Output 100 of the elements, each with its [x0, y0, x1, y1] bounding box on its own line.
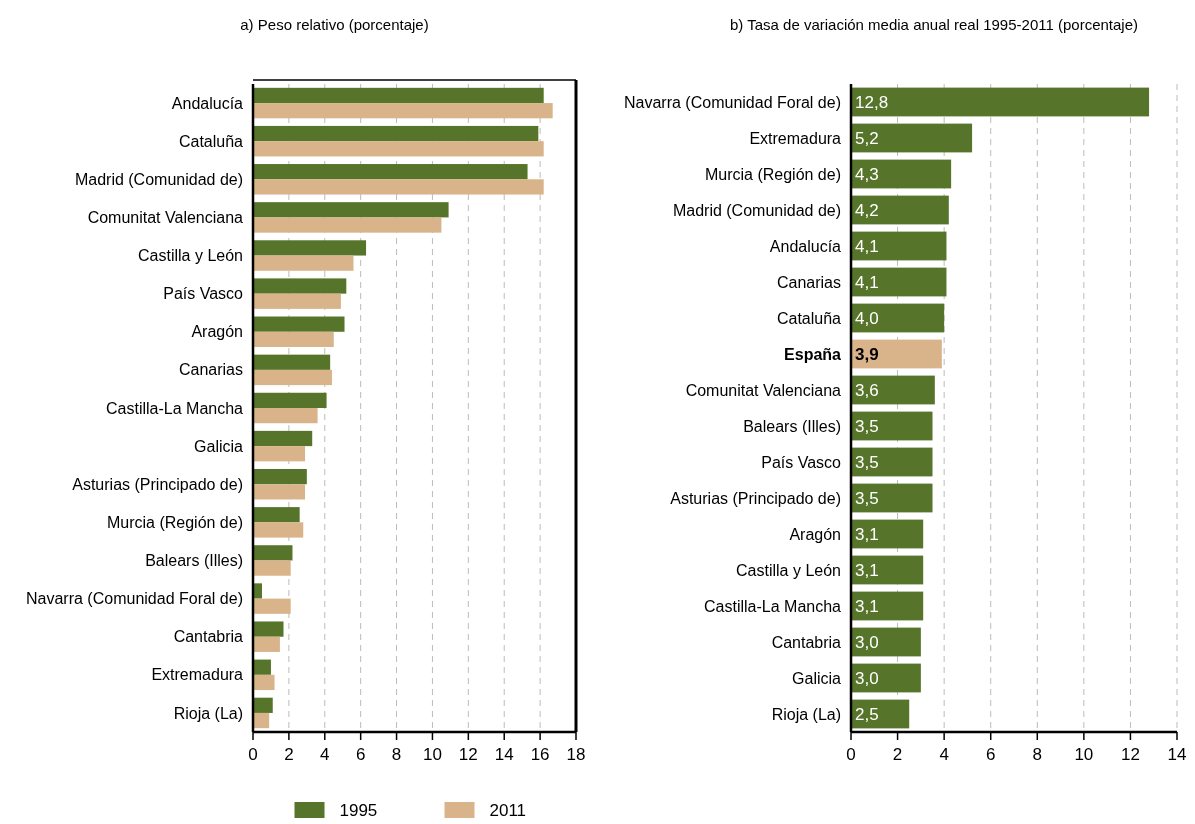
- data-label: 3,0: [855, 632, 879, 652]
- data-label: 2,5: [855, 704, 879, 724]
- bar: [253, 507, 300, 523]
- x-tick-label: 0: [248, 745, 258, 764]
- x-tick-label: 8: [391, 745, 402, 764]
- x-tick-label: 12: [1120, 745, 1140, 764]
- y-tick-label: Extremadura: [151, 666, 244, 684]
- x-tick-label: 6: [985, 745, 996, 764]
- y-tick-label: Galicia: [194, 437, 244, 455]
- x-tick-label: 14: [1167, 745, 1187, 764]
- x-tick-label: 10: [1074, 745, 1094, 764]
- bar: [253, 179, 544, 195]
- bar: [253, 331, 334, 348]
- bar: [253, 255, 354, 271]
- x-tick-label: 2: [284, 745, 294, 764]
- y-tick-label: País Vasco: [761, 453, 842, 471]
- data-label: 4,0: [855, 308, 879, 328]
- y-tick-label: Cataluña: [178, 132, 244, 150]
- data-label: 4,1: [855, 272, 879, 292]
- legend-label: 2011: [489, 800, 527, 820]
- bar: [253, 293, 341, 309]
- y-tick-label: Cantabria: [771, 633, 842, 651]
- bar: [851, 483, 933, 513]
- bar: [851, 87, 1150, 117]
- bar: [253, 697, 273, 713]
- y-tick-label: Navarra (Comunidad Foral de): [26, 590, 243, 608]
- x-tick-label: 18: [566, 745, 586, 764]
- y-tick-label: Castilla y León: [736, 561, 841, 579]
- y-tick-label: Canarias: [178, 361, 243, 379]
- bar: [253, 164, 528, 180]
- bar: [253, 354, 331, 370]
- chart-title: b) Tasa de variación media anual real 1995-2011 (porcentaje): [729, 16, 1139, 33]
- bar: [253, 659, 271, 675]
- bar: [253, 141, 544, 157]
- data-label: 4,2: [855, 200, 879, 220]
- y-tick-label: Castilla y León: [138, 247, 243, 265]
- data-label: 3,5: [855, 416, 879, 436]
- y-tick-label: Comunitat Valenciana: [87, 209, 244, 227]
- x-tick-label: 10: [422, 745, 442, 764]
- y-tick-label: Castilla-La Mancha: [704, 597, 842, 615]
- x-tick-label: 0: [846, 745, 856, 764]
- bar: [253, 560, 291, 576]
- bar: [851, 231, 947, 261]
- y-tick-label: Murcia (Región de): [106, 513, 243, 531]
- y-tick-label: Extremadura: [749, 129, 842, 147]
- data-label: 3,1: [855, 524, 879, 544]
- bar: [253, 712, 270, 729]
- y-tick-label: Aragón: [191, 323, 243, 341]
- bar: [253, 217, 442, 233]
- bar: [253, 545, 293, 561]
- x-tick-label: 4: [939, 745, 949, 764]
- y-tick-label: Galicia: [792, 669, 842, 687]
- y-tick-label: País Vasco: [163, 285, 244, 303]
- bar: [253, 392, 327, 408]
- bar: [253, 240, 367, 256]
- bar: [851, 267, 947, 297]
- y-tick-label: España: [784, 345, 842, 363]
- y-tick-label: Aragón: [789, 525, 841, 543]
- y-tick-label: Andalucía: [769, 237, 842, 255]
- bar: [253, 621, 284, 637]
- data-label: 3,6: [855, 380, 879, 400]
- bar: [253, 278, 347, 294]
- y-tick-label: Comunitat Valenciana: [685, 381, 842, 399]
- x-tick-label: 14: [494, 745, 514, 764]
- bar: [253, 674, 275, 691]
- y-tick-label: Andalucía: [171, 94, 244, 112]
- bar: [253, 369, 332, 386]
- bar: [253, 446, 306, 462]
- data-label: 3,5: [855, 452, 879, 472]
- data-label: 3,0: [855, 668, 879, 688]
- y-tick-label: Balears (Illes): [145, 552, 243, 570]
- x-tick-label: 8: [1032, 745, 1043, 764]
- data-label: 12,8: [855, 92, 889, 112]
- bar: [253, 522, 304, 538]
- y-tick-label: Castilla-La Mancha: [106, 399, 244, 417]
- bar: [253, 408, 318, 424]
- y-tick-label: Cantabria: [173, 628, 244, 646]
- bar: [851, 447, 933, 477]
- y-tick-label: Madrid (Comunidad de): [672, 201, 841, 219]
- data-label: 4,3: [855, 164, 879, 184]
- data-label: 3,1: [855, 560, 879, 580]
- y-tick-label: Canarias: [776, 273, 841, 291]
- data-label: 4,1: [855, 236, 879, 256]
- bar: [851, 375, 935, 405]
- legend-label: 1995: [339, 800, 378, 820]
- y-tick-label: Rioja (La): [173, 704, 243, 722]
- bar: [253, 202, 449, 218]
- bar: [851, 123, 973, 153]
- x-tick-label: 4: [320, 745, 330, 764]
- x-tick-label: 12: [458, 745, 478, 764]
- bar: [851, 303, 945, 333]
- x-tick-label: 16: [530, 745, 550, 764]
- bar: [851, 159, 952, 189]
- x-tick-label: 2: [892, 745, 903, 764]
- bar: [253, 316, 345, 332]
- bar: [253, 636, 280, 652]
- y-tick-label: Murcia (Región de): [704, 165, 841, 183]
- bar: [253, 87, 544, 104]
- y-tick-label: Rioja (La): [771, 705, 841, 723]
- x-tick-label: 6: [355, 745, 366, 764]
